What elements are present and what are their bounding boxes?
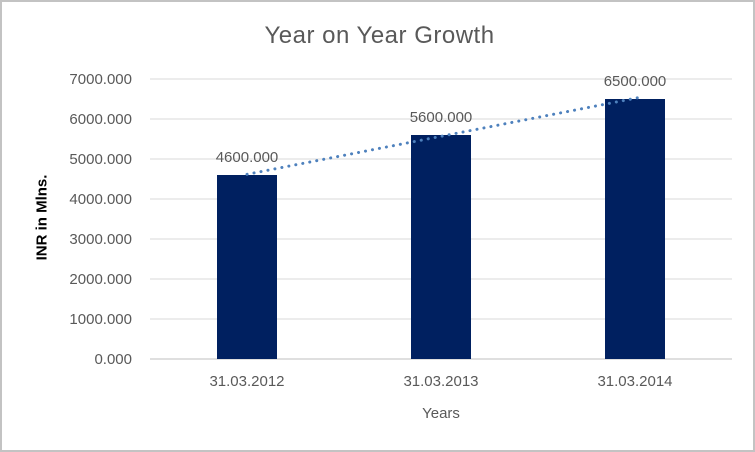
y-tick-label: 7000.000	[69, 71, 132, 88]
y-tick-label: 2000.000	[69, 271, 132, 288]
y-tick-label: 3000.000	[69, 231, 132, 248]
x-tick-label: 31.03.2014	[597, 373, 673, 390]
bar-data-label: 6500.000	[603, 73, 667, 90]
y-tick-label: 4000.000	[69, 191, 132, 208]
y-tick-label: 1000.000	[69, 311, 132, 328]
bar	[411, 135, 471, 359]
x-axis-title: Years	[422, 405, 460, 422]
bar-data-label: 5600.000	[409, 109, 473, 126]
x-tick-label: 31.03.2012	[209, 373, 285, 390]
y-tick-label: 6000.000	[69, 111, 132, 128]
bar	[605, 99, 665, 359]
bar	[217, 175, 277, 359]
bar-data-label: 4600.000	[215, 149, 279, 166]
x-tick-label: 31.03.2013	[403, 373, 479, 390]
chart-title: Year on Year Growth	[264, 22, 495, 49]
y-tick-label: 5000.000	[69, 151, 132, 168]
y-tick-label: 0.000	[94, 351, 132, 368]
